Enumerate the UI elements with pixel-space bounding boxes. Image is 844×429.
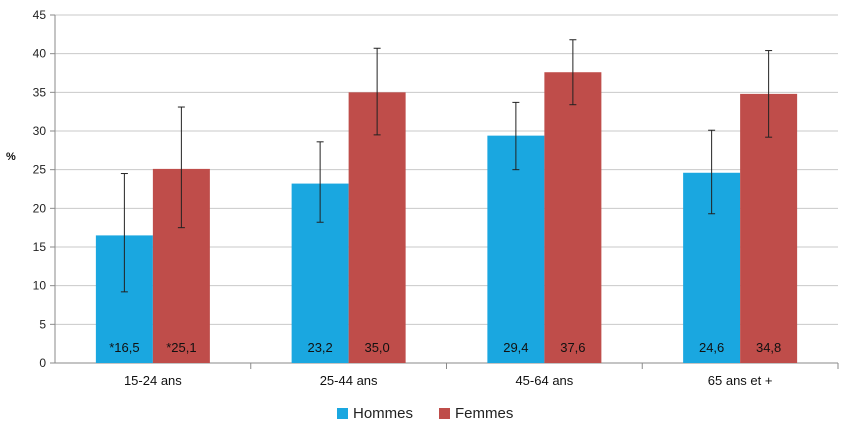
y-tick-label: 15 — [33, 240, 47, 254]
y-tick-label: 5 — [39, 317, 46, 331]
bars — [95, 72, 798, 363]
data-label: *16,5 — [109, 340, 139, 355]
axes: % 0 5 10 15 20 25 30 35 40 45 15-24 ans 25-44 ans 45… — [6, 8, 839, 388]
bar-femmes — [348, 92, 406, 363]
bar-femmes — [544, 72, 602, 363]
data-labels: *16,5 *25,1 23,2 35,0 29,4 37,6 24,6 34,8 — [109, 340, 781, 355]
x-category-label: 45-64 ans — [515, 373, 573, 388]
error-bars — [120, 39, 773, 293]
y-tick-label: 30 — [33, 124, 47, 138]
data-label: 24,6 — [699, 340, 724, 355]
data-label: 34,8 — [756, 340, 781, 355]
bar-femmes — [740, 93, 798, 363]
y-tick-label: 35 — [33, 85, 47, 99]
data-label: 29,4 — [503, 340, 528, 355]
data-label: *25,1 — [166, 340, 196, 355]
data-label: 23,2 — [307, 340, 332, 355]
y-axis-title: % — [6, 151, 16, 163]
y-tick-label: 0 — [39, 356, 46, 370]
legend-swatch-hommes — [337, 408, 348, 419]
legend-swatch-femmes — [439, 408, 450, 419]
y-tick-label: 45 — [33, 8, 47, 22]
y-tick-label: 25 — [33, 163, 47, 177]
y-tick-label: 40 — [33, 47, 47, 61]
x-category-label: 65 ans et + — [708, 373, 773, 388]
legend: Hommes Femmes — [337, 405, 513, 422]
x-category-label: 15-24 ans — [124, 373, 182, 388]
bar-hommes — [487, 135, 545, 363]
data-label: 35,0 — [364, 340, 389, 355]
legend-label-hommes: Hommes — [353, 405, 413, 422]
legend-label-femmes: Femmes — [455, 405, 513, 422]
x-category-label: 25-44 ans — [320, 373, 378, 388]
data-label: 37,6 — [560, 340, 585, 355]
y-tick-label: 20 — [33, 201, 47, 215]
y-tick-label: 10 — [33, 279, 47, 293]
